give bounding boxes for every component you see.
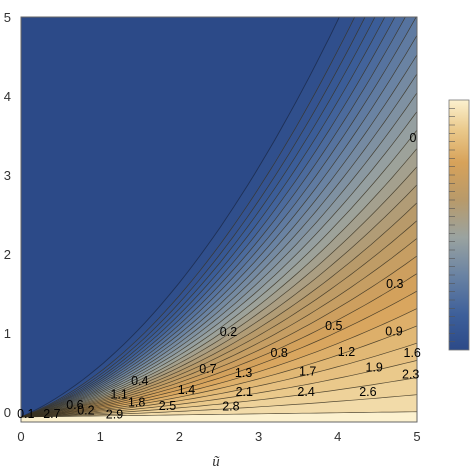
contour-label: 1.1 — [111, 388, 128, 402]
x-axis: 0 1 2 3 4 5 — [17, 429, 420, 444]
contour-line — [21, 129, 417, 418]
contour-label: 1.6 — [404, 346, 421, 360]
contour-bands — [21, 17, 417, 422]
contour-line — [21, 110, 417, 418]
contour-line — [21, 92, 417, 418]
y-tick-label: 4 — [4, 89, 11, 104]
contour-line — [21, 17, 356, 418]
contour-label: 0.6 — [66, 398, 83, 412]
contour-line — [21, 377, 417, 418]
contour-label: 2.7 — [43, 407, 60, 421]
color-legend — [448, 99, 470, 351]
contour-line — [21, 166, 417, 418]
x-tick-label: 4 — [334, 429, 341, 444]
contour-label: 0.3 — [386, 277, 403, 291]
contour-label: 2.8 — [222, 400, 239, 414]
contour-label: 1.9 — [366, 360, 383, 374]
plot-frame — [20, 16, 418, 423]
legend-ticks — [449, 108, 455, 343]
x-axis-title: ũ — [212, 454, 220, 470]
contour-label: 2.6 — [359, 385, 376, 399]
y-tick-label: 0 — [4, 405, 11, 420]
y-tick-label: 5 — [4, 10, 11, 25]
contour-label: 0.5 — [325, 319, 342, 333]
y-tick-label: 3 — [4, 168, 11, 183]
contour-line — [21, 184, 417, 418]
contour-label: 2.9 — [106, 408, 123, 422]
contour-label: 0.1 — [17, 407, 34, 421]
contour-label: 1.8 — [128, 396, 145, 410]
y-tick-label: 1 — [4, 326, 11, 341]
contour-line — [21, 54, 417, 418]
contour-line — [21, 17, 396, 418]
contour-line — [21, 17, 406, 418]
contour-line — [21, 325, 417, 418]
contour-label: 2.3 — [402, 368, 419, 382]
contour-line — [21, 17, 340, 418]
x-tick-label: 5 — [413, 429, 420, 444]
contour-label: 2.5 — [159, 399, 176, 413]
plot-area — [21, 17, 417, 422]
contour-line — [21, 17, 386, 418]
x-tick-label: 1 — [97, 429, 104, 444]
contour-label: 0.2 — [77, 404, 94, 418]
contour-line — [21, 17, 366, 418]
contour-label: 0.8 — [271, 346, 288, 360]
contour-line — [21, 360, 417, 418]
contour-line — [21, 308, 417, 418]
x-tick-label: 3 — [255, 429, 262, 444]
contour-line — [21, 394, 417, 418]
x-tick-label: 2 — [176, 429, 183, 444]
contour-label: 0 — [410, 131, 417, 145]
contour-band — [21, 17, 340, 417]
contour-line — [21, 220, 417, 418]
contour-line — [21, 34, 417, 418]
contour-lines — [21, 17, 417, 418]
contour-label: 2.1 — [236, 385, 253, 399]
contour-line — [21, 17, 417, 418]
contour-line — [21, 73, 417, 418]
contour-labels: 0 0.3 0.2 0.5 0.9 0.7 0.8 1.2 1.6 0.4 1.3 1.7 1.9 2.3… — [17, 131, 421, 422]
contour-line — [21, 255, 417, 418]
contour-line — [21, 411, 417, 418]
contour-line — [21, 237, 417, 418]
contour-label: 0.7 — [199, 362, 216, 376]
x-tick-label: 0 — [17, 429, 24, 444]
contour-label: 1.2 — [338, 345, 355, 359]
contour-label: 1.4 — [178, 383, 195, 397]
contour-label: 0.4 — [131, 374, 148, 388]
contour-line — [21, 342, 417, 418]
contour-label: 1.7 — [299, 364, 316, 378]
contour-line — [21, 147, 417, 418]
contour-line — [21, 273, 417, 418]
contour-line — [21, 290, 417, 418]
y-axis: 0 1 2 3 4 5 — [4, 10, 11, 420]
y-tick-label: 2 — [4, 247, 11, 262]
contour-label: 1.3 — [235, 366, 252, 380]
contour-line — [21, 202, 417, 418]
contour-label: 0.9 — [385, 324, 402, 338]
contour-label: 2.4 — [297, 385, 314, 399]
contour-label: 0.2 — [220, 325, 237, 339]
contour-line — [21, 17, 376, 418]
